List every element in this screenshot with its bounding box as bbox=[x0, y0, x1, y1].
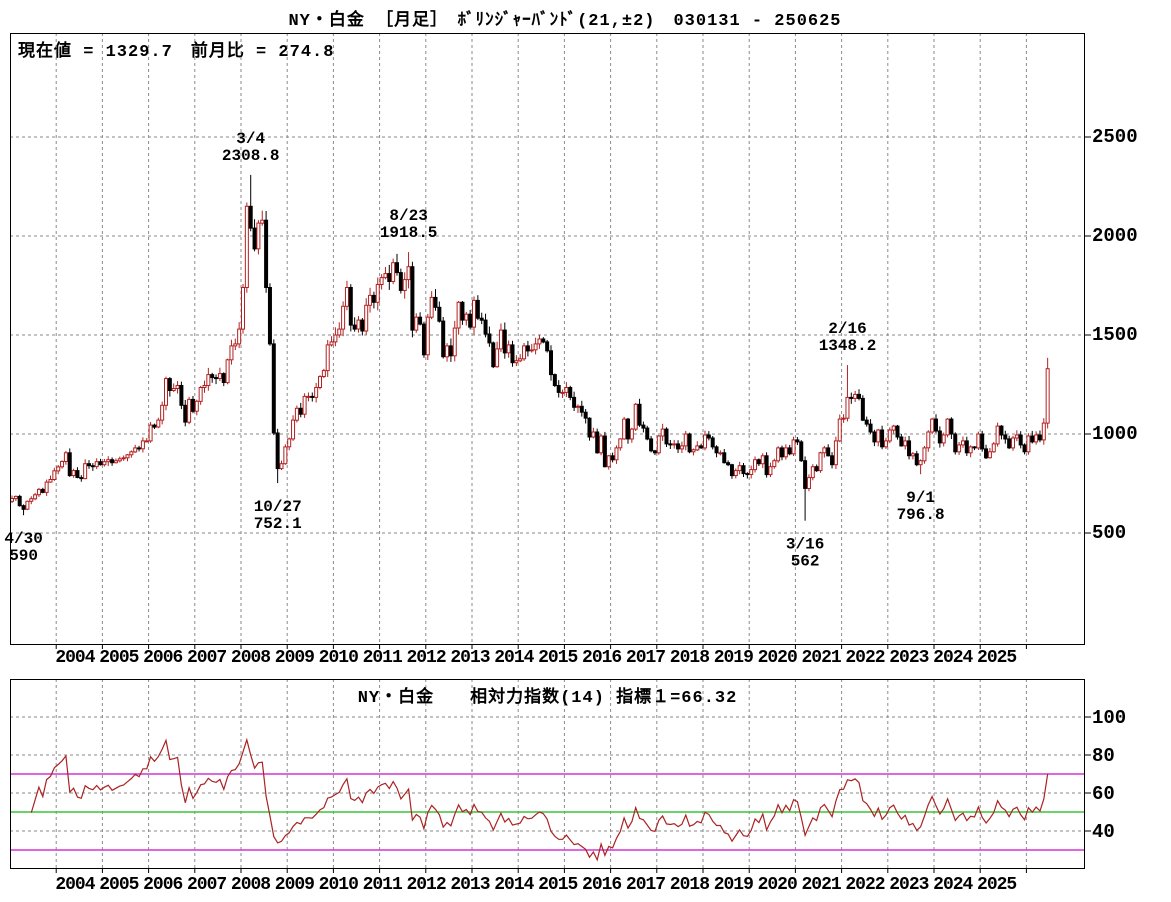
rsi-indicator-chart bbox=[10, 679, 1091, 873]
x-axis-year-label: 2020 bbox=[757, 648, 798, 668]
rsi-line bbox=[30, 737, 1049, 862]
chart-annotation: 4/30 590 bbox=[4, 530, 42, 565]
chart-annotation: 9/1 796.8 bbox=[897, 489, 945, 524]
x-axis-year-label: 2004 bbox=[55, 875, 95, 895]
x-axis-year-label: 2017 bbox=[625, 648, 666, 668]
x-axis-year-label: 2021 bbox=[801, 875, 841, 895]
x-axis-year-label: 2011 bbox=[362, 648, 403, 668]
x-axis-year-label: 2020 bbox=[757, 875, 798, 895]
x-axis-year-label: 2018 bbox=[669, 875, 710, 895]
x-axis-year-label: 2014 bbox=[494, 875, 534, 895]
x-axis-year-label: 2024 bbox=[933, 875, 973, 895]
chart-annotation: 8/23 1918.5 bbox=[380, 207, 438, 242]
y-axis-tick-label: 2500 bbox=[1092, 126, 1138, 148]
x-axis-year-label: 2015 bbox=[538, 875, 578, 895]
x-axis-year-label: 2022 bbox=[845, 875, 885, 895]
x-axis-year-label: 2006 bbox=[143, 875, 183, 895]
x-axis-year-label: 2025 bbox=[977, 875, 1017, 895]
y-axis-tick-label: 1500 bbox=[1092, 324, 1138, 346]
y-axis-tick-label: 80 bbox=[1092, 745, 1115, 767]
rsi-x-axis-labels: 2004 2005 2006 2007 2008 2009 2010 2011 2012 2013… bbox=[10, 875, 1171, 895]
x-axis-year-label: 2008 bbox=[230, 648, 271, 668]
x-axis-year-label: 2008 bbox=[230, 875, 271, 895]
chart-annotation: 10/27 752.1 bbox=[254, 498, 302, 533]
x-axis-year-label: 2024 bbox=[933, 648, 973, 668]
x-axis-year-label: 2007 bbox=[187, 648, 227, 668]
x-axis-year-label: 2011 bbox=[362, 875, 403, 895]
y-axis-tick-label: 2000 bbox=[1092, 225, 1138, 247]
chart-annotation: 2/16 1348.2 bbox=[819, 320, 877, 355]
rsi-title: NY・白金 相対力指数(14) 指標１=66.32 bbox=[357, 689, 738, 708]
x-axis-year-label: 2016 bbox=[582, 648, 622, 668]
x-axis-year-label: 2005 bbox=[99, 875, 139, 895]
main-x-axis-labels: 2004 2005 2006 2007 2008 2009 2010 2011 2012 2013… bbox=[10, 648, 1171, 668]
x-axis-year-label: 2009 bbox=[274, 875, 315, 895]
x-axis-year-label: 2025 bbox=[977, 648, 1017, 668]
main-candlestick-chart: 3/4 2308.8 8/23 1918.5 2/16 1348.2 4/30 590 10/2… bbox=[4, 33, 1091, 649]
x-axis-year-label: 2010 bbox=[318, 875, 359, 895]
x-axis-year-label: 2007 bbox=[187, 875, 227, 895]
x-axis-year-label: 2019 bbox=[713, 875, 754, 895]
x-axis-year-label: 2021 bbox=[801, 648, 841, 668]
x-axis-year-label: 2014 bbox=[494, 648, 534, 668]
y-axis-tick-label: 1000 bbox=[1092, 423, 1138, 445]
y-axis-tick-label: 500 bbox=[1092, 522, 1127, 544]
y-axis-tick-label: 40 bbox=[1092, 821, 1115, 843]
x-axis-year-label: 2018 bbox=[669, 648, 710, 668]
x-axis-year-label: 2016 bbox=[582, 875, 622, 895]
x-axis-year-label: 2004 bbox=[55, 648, 95, 668]
chart-title: NY・白金 ［月足］ ﾎﾞﾘﾝｼﾞｬｰﾊﾞﾝﾄﾞ(21,±2) 030131 -… bbox=[288, 12, 842, 31]
x-axis-year-label: 2005 bbox=[99, 648, 139, 668]
x-axis-year-label: 2023 bbox=[889, 648, 929, 668]
x-axis-year-label: 2019 bbox=[713, 648, 754, 668]
x-axis-year-label: 2006 bbox=[143, 648, 183, 668]
x-axis-year-label: 2013 bbox=[450, 648, 490, 668]
current-value-readout: 現在値 = 1329.7 前月比 = 274.8 bbox=[18, 43, 335, 62]
x-axis-year-label: 2009 bbox=[274, 648, 315, 668]
x-axis-year-label: 2013 bbox=[450, 875, 490, 895]
x-axis-year-label: 2022 bbox=[845, 648, 885, 668]
x-axis-year-label: 2012 bbox=[406, 875, 446, 895]
chart-annotation: 3/16 562 bbox=[786, 536, 824, 571]
y-axis-tick-label: 100 bbox=[1092, 707, 1127, 729]
x-axis-year-label: 2012 bbox=[406, 648, 446, 668]
x-axis-year-label: 2017 bbox=[625, 875, 666, 895]
chart-annotation: 3/4 2308.8 bbox=[222, 130, 280, 165]
x-axis-year-label: 2015 bbox=[538, 648, 578, 668]
x-axis-year-label: 2023 bbox=[889, 875, 929, 895]
x-axis-year-label: 2010 bbox=[318, 648, 359, 668]
y-axis-tick-label: 60 bbox=[1092, 783, 1115, 805]
